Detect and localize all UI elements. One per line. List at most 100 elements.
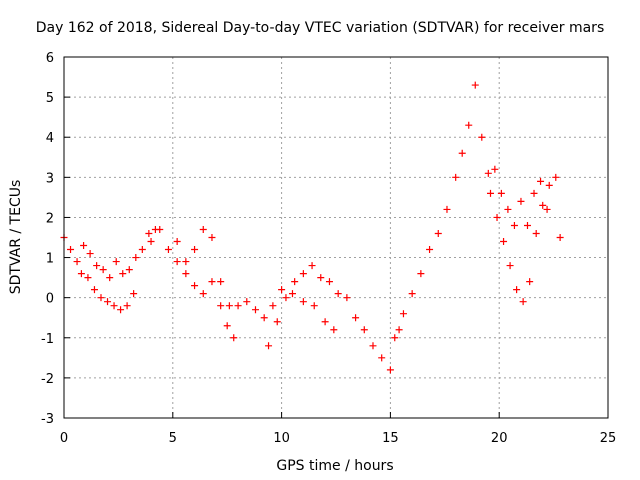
data-point xyxy=(199,290,207,298)
data-point xyxy=(517,197,525,205)
data-point xyxy=(164,246,172,254)
data-point xyxy=(523,221,531,229)
data-point xyxy=(104,298,112,306)
series-cluster-late-high xyxy=(491,165,551,229)
data-point xyxy=(526,278,534,286)
data-point xyxy=(369,342,377,350)
y-tick-label: 3 xyxy=(46,171,54,186)
x-axis-label: GPS time / hours xyxy=(276,458,393,474)
data-point xyxy=(269,302,277,310)
data-point xyxy=(486,189,494,197)
y-tick-label: 4 xyxy=(46,131,54,146)
data-point xyxy=(117,306,125,314)
data-point xyxy=(519,298,527,306)
data-point xyxy=(434,229,442,237)
data-point xyxy=(147,238,155,246)
data-point xyxy=(360,326,368,334)
data-point xyxy=(208,278,216,286)
data-point xyxy=(80,242,88,250)
data-point xyxy=(556,234,564,241)
x-tick-label: 5 xyxy=(169,431,177,446)
data-point xyxy=(278,286,286,294)
data-point xyxy=(191,246,199,254)
data-point xyxy=(325,278,333,286)
data-point xyxy=(426,246,434,254)
data-point xyxy=(156,225,164,233)
x-tick-label: 20 xyxy=(491,431,508,446)
data-point xyxy=(234,302,242,310)
data-point xyxy=(288,290,296,298)
data-point xyxy=(112,258,120,266)
data-point xyxy=(539,201,547,209)
data-point xyxy=(443,205,451,213)
data-point xyxy=(317,274,325,282)
data-point xyxy=(310,302,318,310)
x-tick-label: 10 xyxy=(273,431,290,446)
data-point xyxy=(321,318,329,326)
data-point xyxy=(251,306,259,314)
series-cluster-early xyxy=(60,225,159,282)
data-point xyxy=(106,274,114,282)
data-point xyxy=(84,274,92,282)
series-cluster-mid xyxy=(147,225,277,322)
data-point xyxy=(391,334,399,342)
data-point xyxy=(504,205,512,213)
data-point xyxy=(471,81,479,89)
data-point xyxy=(478,133,486,141)
data-point xyxy=(282,294,290,302)
y-tick-label: -1 xyxy=(41,332,54,347)
data-point xyxy=(130,290,138,298)
data-point xyxy=(352,314,360,322)
data-point xyxy=(225,302,233,310)
data-point xyxy=(182,258,190,266)
data-point xyxy=(86,250,94,258)
y-tick-label: 2 xyxy=(46,211,54,226)
data-point xyxy=(230,334,238,342)
data-point xyxy=(73,258,81,266)
data-point xyxy=(408,290,416,298)
x-tick-label: 15 xyxy=(382,431,399,446)
data-point xyxy=(182,270,190,278)
data-point xyxy=(493,213,501,221)
y-tick-label: -3 xyxy=(41,412,54,427)
y-axis-label: SDTVAR / TECUs xyxy=(8,180,24,295)
data-point xyxy=(119,270,127,278)
data-point xyxy=(530,189,538,197)
data-point xyxy=(510,221,518,229)
data-point xyxy=(537,177,545,185)
data-point xyxy=(223,322,231,330)
data-point xyxy=(77,270,85,278)
data-point xyxy=(497,189,505,197)
data-point xyxy=(343,294,351,302)
y-tick-label: 5 xyxy=(46,91,54,106)
data-point xyxy=(97,294,105,302)
y-tick-label: -2 xyxy=(41,372,54,387)
data-point xyxy=(125,266,133,274)
x-tick-label: 0 xyxy=(60,431,68,446)
y-tick-label: 1 xyxy=(46,252,54,267)
data-point xyxy=(378,354,386,362)
series-cluster-afternoon-low xyxy=(278,286,338,334)
data-point xyxy=(173,238,181,246)
data-point xyxy=(208,234,216,241)
data-point xyxy=(110,302,118,310)
data-point xyxy=(138,246,146,254)
data-point xyxy=(484,169,492,177)
data-point xyxy=(291,278,299,286)
data-point xyxy=(260,314,268,322)
data-point xyxy=(543,205,551,213)
data-point xyxy=(145,229,153,237)
data-point xyxy=(545,181,553,189)
data-point xyxy=(299,298,307,306)
y-tick-label: 0 xyxy=(46,292,54,307)
data-point xyxy=(90,286,98,294)
data-point xyxy=(299,270,307,278)
data-point xyxy=(513,286,521,294)
data-point xyxy=(458,149,466,157)
data-point xyxy=(123,302,131,310)
data-point xyxy=(452,173,460,181)
data-point xyxy=(506,262,514,270)
data-point xyxy=(243,298,251,306)
data-point xyxy=(67,246,75,254)
